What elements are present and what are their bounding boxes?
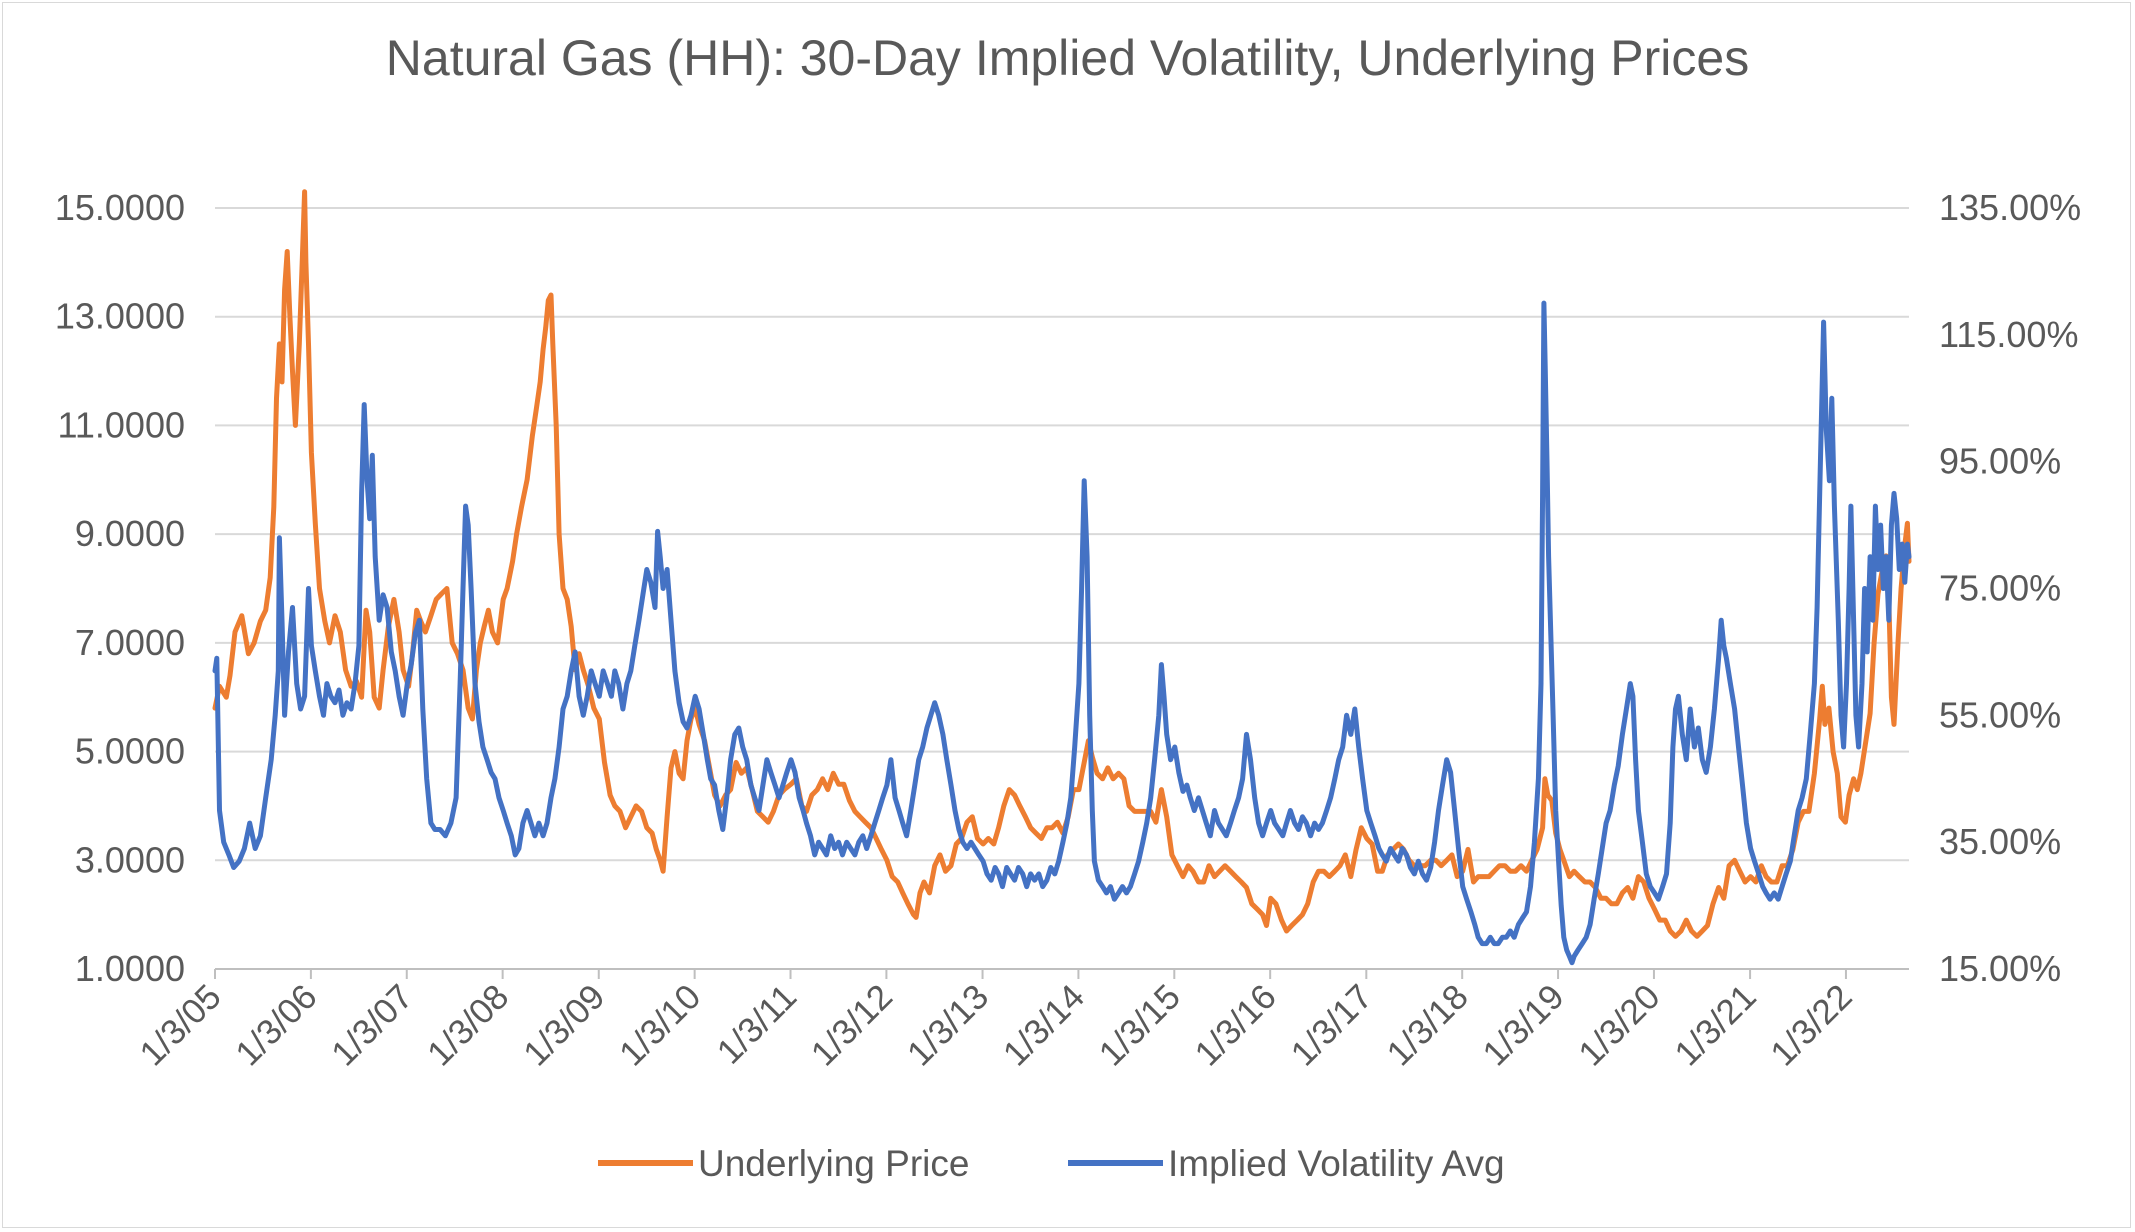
y-left-tick-label: 13.0000 <box>55 296 185 337</box>
y-axis-right: 15.00% 35.00% 55.00% 75.00% 95.00% 115.00% 135… <box>1939 187 2081 989</box>
x-tick-label: 1/3/21 <box>1667 977 1763 1073</box>
x-tick-label: 1/3/20 <box>1571 977 1667 1073</box>
y-axis-left: 1.0000 3.0000 5.0000 7.0000 9.0000 11.0000 13.… <box>55 187 185 989</box>
y-right-tick-label: 95.00% <box>1939 441 2061 482</box>
x-tick-label: 1/3/17 <box>1284 977 1380 1073</box>
x-tick-label: 1/3/12 <box>804 977 900 1073</box>
y-left-tick-label: 1.0000 <box>75 948 185 989</box>
series-line-1 <box>212 189 1912 939</box>
x-tick-label: 1/3/22 <box>1763 977 1859 1073</box>
chart-svg: 1.0000 3.0000 5.0000 7.0000 9.0000 11.0000 13.… <box>55 187 2081 1184</box>
y-left-tick-label: 7.0000 <box>75 622 185 663</box>
legend-label: Underlying Price <box>698 1143 969 1184</box>
y-left-tick-label: 11.0000 <box>58 404 185 445</box>
series-layer <box>212 189 1912 966</box>
y-right-tick-label: 115.00% <box>1939 314 2078 355</box>
x-tick-label: 1/3/11 <box>710 977 805 1072</box>
x-tick-label: 1/3/06 <box>228 977 324 1073</box>
y-right-tick-label: 75.00% <box>1939 568 2061 609</box>
y-right-tick-label: 55.00% <box>1939 694 2061 735</box>
x-tick-label: 1/3/08 <box>420 977 516 1073</box>
x-tick-label: 1/3/18 <box>1379 977 1475 1073</box>
x-axis: 1/3/05 1/3/06 1/3/07 1/3/08 1/3/09 1/3/10 1/3/… <box>132 968 1909 1073</box>
y-right-tick-label: 135.00% <box>1939 187 2081 228</box>
x-tick-label: 1/3/10 <box>612 977 708 1073</box>
x-tick-label: 1/3/16 <box>1187 977 1283 1073</box>
legend: Underlying Price Implied Volatility Avg <box>598 1143 1505 1184</box>
legend-label: Implied Volatility Avg <box>1168 1143 1505 1184</box>
y-left-tick-label: 3.0000 <box>75 839 185 880</box>
y-right-tick-label: 15.00% <box>1939 948 2061 989</box>
x-tick-label: 1/3/13 <box>900 977 996 1073</box>
x-tick-label: 1/3/15 <box>1092 977 1188 1073</box>
chart-title: Natural Gas (HH): 30-Day Implied Volatil… <box>385 30 1750 86</box>
x-tick-label: 1/3/14 <box>996 977 1092 1073</box>
y-left-tick-label: 9.0000 <box>75 513 185 554</box>
y-right-tick-label: 35.00% <box>1939 821 2061 862</box>
x-tick-label: 1/3/09 <box>516 977 612 1073</box>
x-tick-label: 1/3/05 <box>132 977 228 1073</box>
y-left-tick-label: 15.0000 <box>55 187 185 228</box>
x-tick-label: 1/3/19 <box>1475 977 1571 1073</box>
y-left-tick-label: 5.0000 <box>75 731 185 772</box>
series-line-2 <box>212 300 1912 966</box>
x-tick-label: 1/3/07 <box>324 977 420 1073</box>
